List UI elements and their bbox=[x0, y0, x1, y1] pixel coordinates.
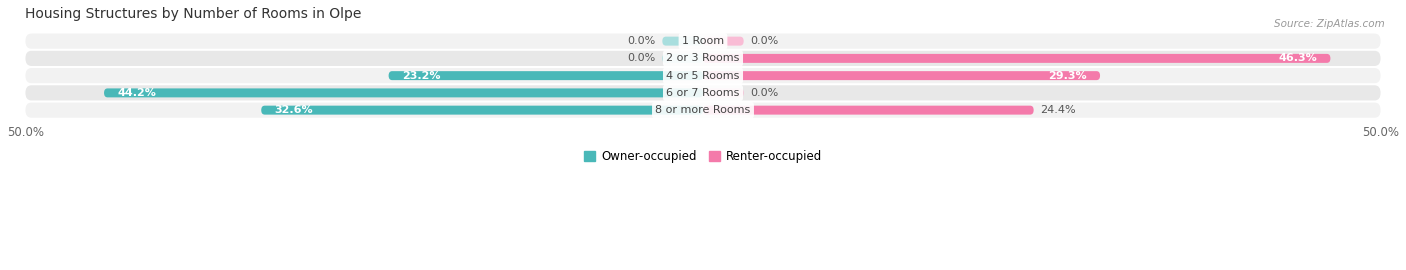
FancyBboxPatch shape bbox=[25, 68, 1381, 83]
FancyBboxPatch shape bbox=[388, 71, 703, 80]
FancyBboxPatch shape bbox=[25, 103, 1381, 118]
Text: 23.2%: 23.2% bbox=[402, 71, 440, 81]
Text: 6 or 7 Rooms: 6 or 7 Rooms bbox=[666, 88, 740, 98]
FancyBboxPatch shape bbox=[25, 33, 1381, 49]
Text: Source: ZipAtlas.com: Source: ZipAtlas.com bbox=[1274, 19, 1385, 29]
Text: 0.0%: 0.0% bbox=[751, 88, 779, 98]
Text: 4 or 5 Rooms: 4 or 5 Rooms bbox=[666, 71, 740, 81]
FancyBboxPatch shape bbox=[262, 106, 703, 115]
Text: 8 or more Rooms: 8 or more Rooms bbox=[655, 105, 751, 115]
FancyBboxPatch shape bbox=[25, 85, 1381, 100]
FancyBboxPatch shape bbox=[25, 51, 1381, 66]
Legend: Owner-occupied, Renter-occupied: Owner-occupied, Renter-occupied bbox=[579, 145, 827, 168]
Text: 2 or 3 Rooms: 2 or 3 Rooms bbox=[666, 53, 740, 63]
FancyBboxPatch shape bbox=[703, 71, 1099, 80]
Text: Housing Structures by Number of Rooms in Olpe: Housing Structures by Number of Rooms in… bbox=[25, 7, 361, 21]
Text: 0.0%: 0.0% bbox=[627, 36, 655, 46]
FancyBboxPatch shape bbox=[662, 37, 703, 46]
Text: 0.0%: 0.0% bbox=[627, 53, 655, 63]
Text: 0.0%: 0.0% bbox=[751, 36, 779, 46]
Text: 32.6%: 32.6% bbox=[274, 105, 314, 115]
Text: 1 Room: 1 Room bbox=[682, 36, 724, 46]
FancyBboxPatch shape bbox=[104, 88, 703, 97]
FancyBboxPatch shape bbox=[703, 54, 1330, 63]
Text: 46.3%: 46.3% bbox=[1278, 53, 1317, 63]
Text: 24.4%: 24.4% bbox=[1040, 105, 1076, 115]
FancyBboxPatch shape bbox=[703, 37, 744, 46]
FancyBboxPatch shape bbox=[703, 106, 1033, 115]
FancyBboxPatch shape bbox=[662, 54, 703, 63]
Text: 44.2%: 44.2% bbox=[118, 88, 156, 98]
Text: 29.3%: 29.3% bbox=[1047, 71, 1087, 81]
FancyBboxPatch shape bbox=[703, 88, 744, 97]
